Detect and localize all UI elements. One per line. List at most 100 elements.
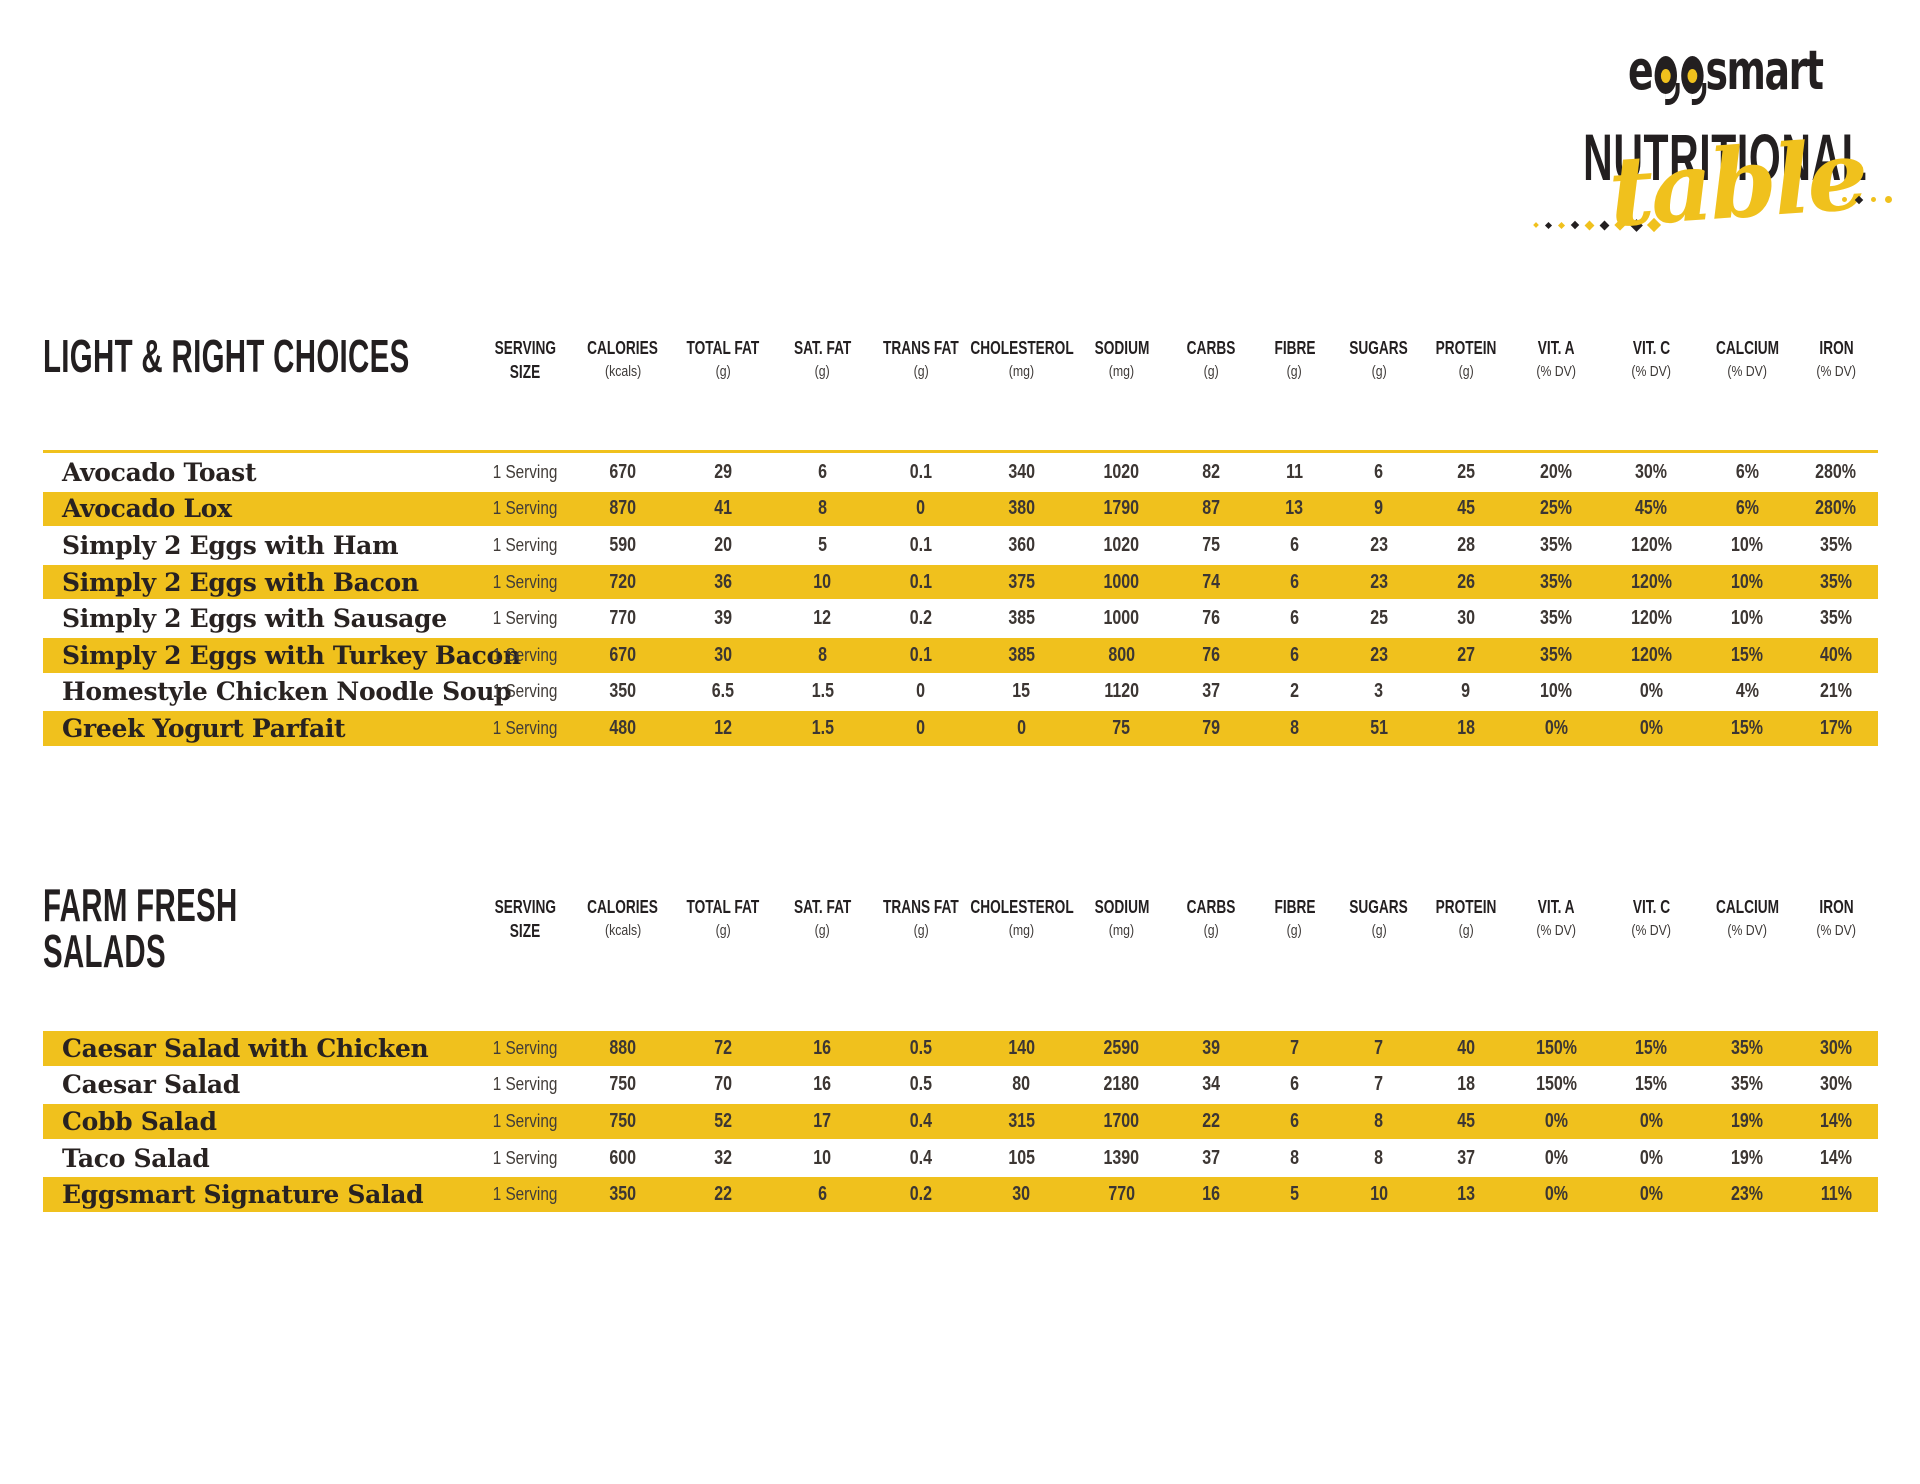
cell-total-fat: 12 [673, 717, 773, 740]
cell-total-fat: 20 [673, 534, 773, 557]
cell-value: 6% [1735, 497, 1759, 520]
cell-value: 45 [1457, 497, 1475, 520]
cell-value: 0.1 [909, 643, 933, 666]
cell-value: 1 Serving [493, 1037, 558, 1058]
col-header-carbs: CARBS (g) [1170, 330, 1253, 380]
brand-text-smart: smart [1705, 39, 1824, 102]
cell-total-fat: 22 [673, 1183, 773, 1206]
cell-value: 12 [714, 716, 732, 739]
cell-calcium: 4% [1700, 680, 1794, 703]
cell-value: 15% [1730, 716, 1764, 739]
cell-value: 1 Serving [493, 498, 558, 519]
col-header-sugars: SUGARS (g) [1336, 330, 1422, 380]
col-header-unit: (mg) [1108, 922, 1135, 939]
cell-iron: 30% [1794, 1073, 1878, 1096]
brand-logo: e smart NUTRITIONAL table [1510, 38, 1920, 253]
table-row: Eggsmart Signature Salad 1 Serving 350 22 6 0… [43, 1176, 1878, 1213]
cell-protein: 28 [1422, 534, 1510, 557]
cell-value: 2590 [1103, 1036, 1140, 1059]
cell-value: 10% [1730, 570, 1764, 593]
cell-value: 82 [1202, 460, 1221, 483]
cell-cholesterol: 340 [970, 461, 1073, 484]
cell-fibre: 6 [1253, 1073, 1336, 1096]
cell-value: 385 [1008, 607, 1035, 630]
cell-calcium: 10% [1700, 607, 1794, 630]
column-header-row: FARM FRESH SALADS SERVING SIZE CALORIES (kc… [43, 880, 1878, 1030]
cell-calories: 880 [573, 1037, 673, 1060]
cell-cholesterol: 140 [970, 1037, 1073, 1060]
cell-fibre: 8 [1253, 717, 1336, 740]
col-header-label: SODIUM [1094, 897, 1149, 917]
cell-carbs: 16 [1170, 1183, 1253, 1206]
cell-value: 0% [1639, 1183, 1664, 1206]
table-row: Simply 2 Eggs with Ham 1 Serving 590 20 5 0.1… [43, 527, 1878, 564]
cell-calories: 350 [573, 680, 673, 703]
cell-sodium: 770 [1073, 1183, 1170, 1206]
col-header-unit: (mg) [1108, 363, 1135, 380]
brand-text-e: e [1628, 39, 1654, 102]
cell-vit-c: 45% [1603, 497, 1700, 520]
section-title: LIGHT & RIGHT CHOICES [43, 330, 409, 379]
cell-trans-fat: 0 [872, 680, 970, 703]
col-header-label: PROTEIN [1435, 338, 1497, 358]
cell-value: 19% [1730, 1146, 1764, 1169]
cell-total-fat: 32 [673, 1147, 773, 1170]
item-name: Caesar Salad with Chicken [62, 1033, 429, 1063]
cell-calcium: 15% [1700, 717, 1794, 740]
cell-calories: 590 [573, 534, 673, 557]
col-header-label: IRON [1818, 338, 1854, 358]
cell-value: 1 Serving [493, 534, 558, 555]
cell-sugars: 23 [1336, 534, 1422, 557]
item-name: Greek Yogurt Parfait [62, 713, 346, 743]
item-name: Homestyle Chicken Noodle Soup [62, 677, 512, 707]
cell-iron: 21% [1794, 680, 1878, 703]
cell-total-fat: 52 [673, 1110, 773, 1133]
cell-protein: 40 [1422, 1037, 1510, 1060]
cell-value: 41 [714, 497, 732, 520]
cell-value: 23% [1730, 1183, 1764, 1206]
table-row: Homestyle Chicken Noodle Soup 1 Serving 35… [43, 674, 1878, 711]
cell-value: 0.1 [909, 570, 933, 593]
col-header-unit: (g) [1371, 922, 1387, 939]
cell-value: 18 [1457, 1073, 1475, 1096]
cell-cholesterol: 30 [970, 1183, 1073, 1206]
item-name: Taco Salad [62, 1143, 210, 1173]
cell-total-fat: 70 [673, 1073, 773, 1096]
cell-value: 0 [916, 716, 926, 739]
section-title: FARM FRESH SALADS [43, 880, 321, 974]
cell-value: 1700 [1103, 1109, 1140, 1132]
col-header-unit: (g) [814, 922, 831, 939]
col-header-protein: PROTEIN (g) [1422, 880, 1510, 939]
cell-carbs: 82 [1170, 461, 1253, 484]
col-header-unit: (g) [814, 363, 831, 380]
col-header-unit: (% DV) [1536, 922, 1577, 939]
cell-iron: 14% [1794, 1110, 1878, 1133]
cell-serving-size: 1 Serving [478, 645, 573, 666]
item-name: Simply 2 Eggs with Turkey Bacon [62, 640, 521, 670]
cell-value: 12 [813, 607, 832, 630]
cell-vit-a: 10% [1510, 680, 1603, 703]
cell-value: 6 [818, 460, 827, 483]
cell-protein: 9 [1422, 680, 1510, 703]
cell-cholesterol: 360 [970, 534, 1073, 557]
cell-value: 16 [813, 1036, 832, 1059]
table-row: Avocado Lox 1 Serving 870 41 8 0 380 1790 87 13 9 4… [43, 490, 1878, 528]
cell-carbs: 74 [1170, 571, 1253, 594]
cell-value: 600 [609, 1146, 637, 1169]
col-header-label: CALORIES [587, 338, 659, 358]
item-name: Avocado Toast [62, 457, 257, 487]
col-header-unit: (g) [1203, 363, 1220, 380]
cell-value: 14% [1819, 1109, 1853, 1132]
cell-value: 25 [1457, 460, 1475, 483]
cell-calcium: 10% [1700, 571, 1794, 594]
cell-sodium: 75 [1073, 717, 1170, 740]
cell-sat-fat: 8 [773, 644, 872, 667]
cell-value: 13 [1285, 497, 1304, 520]
cell-protein: 18 [1422, 1073, 1510, 1096]
col-header-unit: (g) [1371, 363, 1387, 380]
cell-value: 26 [1457, 570, 1475, 593]
cell-value: 70 [714, 1073, 732, 1096]
cell-sat-fat: 5 [773, 534, 872, 557]
cell-value: 7 [1290, 1036, 1299, 1059]
cell-protein: 45 [1422, 1110, 1510, 1133]
